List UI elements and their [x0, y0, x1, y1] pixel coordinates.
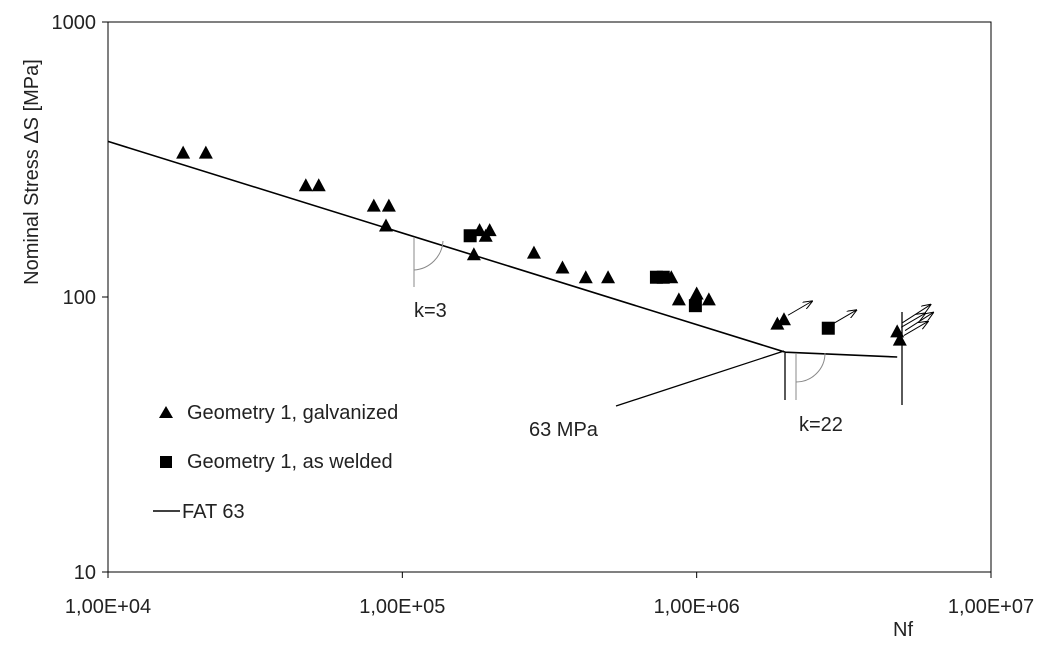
runout-layer	[788, 301, 933, 335]
annotation-63mpa: 63 MPa	[529, 419, 599, 441]
point-galvanized-11	[527, 246, 541, 259]
runout-arrow-s0-0	[788, 301, 812, 315]
points-layer	[176, 146, 907, 346]
point-welded-2	[657, 271, 670, 284]
legend-label-fat63: FAT 63	[182, 501, 245, 523]
y-tick-label-1: 100	[63, 287, 96, 309]
annotation-k3: k=3	[414, 300, 447, 322]
slope-arcs	[414, 237, 825, 406]
point-galvanized-18	[702, 292, 716, 305]
point-galvanized-17	[690, 286, 704, 299]
legend: Geometry 1, galvanized Geometry 1, as we…	[153, 402, 398, 523]
annotation-k22: k=22	[799, 414, 843, 436]
x-tick-label-2: 1,00E+06	[654, 596, 740, 618]
runout-arrow-extra-1	[905, 313, 933, 331]
legend-label-galvanized: Geometry 1, galvanized	[187, 402, 398, 424]
point-galvanized-2	[299, 178, 313, 191]
vertical-markers	[785, 312, 902, 405]
legend-label-welded: Geometry 1, as welded	[187, 451, 393, 473]
point-welded-0	[464, 229, 477, 242]
point-galvanized-0	[176, 146, 190, 159]
x-tick-label-1: 1,00E+05	[359, 596, 445, 618]
point-galvanized-13	[579, 270, 593, 283]
point-galvanized-10	[483, 223, 497, 236]
point-galvanized-12	[555, 261, 569, 274]
point-galvanized-14	[601, 270, 615, 283]
point-galvanized-16	[672, 292, 686, 305]
plot-area	[108, 22, 991, 572]
x-axis-label: Nf	[893, 619, 913, 641]
point-galvanized-6	[379, 218, 393, 231]
x-tick-label-0: 1,00E+04	[65, 596, 151, 618]
point-welded-3	[689, 299, 702, 312]
point-galvanized-5	[382, 199, 396, 212]
y-axis-label: Nominal Stress ΔS [MPa]	[21, 59, 43, 285]
legend-triangle-marker	[159, 406, 173, 418]
y-tick-label-2: 1000	[52, 12, 97, 34]
slope-arc-k22	[796, 353, 825, 400]
axis-ticks: 1,00E+04 1,00E+05 1,00E+06 1,00E+07 10 100 100…	[52, 12, 1035, 618]
point-galvanized-1	[199, 146, 213, 159]
y-tick-label-0: 10	[74, 562, 96, 584]
point-galvanized-4	[367, 199, 381, 212]
x-tick-label-3: 1,00E+07	[948, 596, 1034, 618]
leader-63mpa	[616, 351, 784, 406]
point-galvanized-3	[312, 178, 326, 191]
runout-arrow-extra-0	[903, 305, 931, 323]
legend-square-marker	[160, 456, 172, 468]
runout-arrow-s1-0	[832, 310, 856, 324]
